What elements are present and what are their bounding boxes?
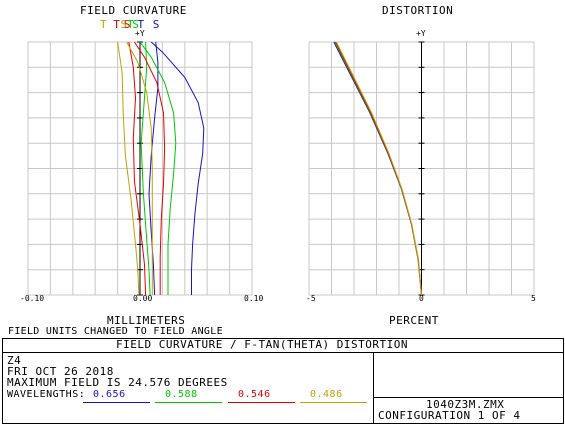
- wavelength-value-2: 0.588: [165, 389, 198, 400]
- series-line: [117, 41, 140, 296]
- filename-text: 1040Z3M.ZMX: [426, 398, 505, 411]
- fc-legend-s4: S: [152, 18, 160, 31]
- fc-xtick-left: -0.10: [20, 294, 45, 303]
- banner-title: FIELD CURVATURE / F-TAN(THETA) DISTORTIO…: [116, 338, 409, 351]
- fc-legend-s1: S: [120, 18, 128, 31]
- wavelength-value-3: 0.546: [238, 389, 271, 400]
- date-text: FRI OCT 26 2018: [7, 365, 114, 378]
- wavelength-swatch-3: [228, 402, 295, 403]
- fc-xtick-right: 0.10: [244, 294, 264, 303]
- dist-y-axis-label: +Y: [416, 29, 426, 38]
- series-line: [150, 41, 205, 295]
- fc-xtick-mid: 0.00: [133, 294, 153, 303]
- info-frame: [2, 338, 564, 424]
- series-line: [139, 41, 177, 295]
- fc-legend-s3: S: [132, 18, 139, 31]
- distortion-plot: [308, 41, 535, 296]
- dist-x-axis-title: PERCENT: [389, 314, 439, 327]
- series-line: [128, 41, 147, 296]
- fc-legend-t2: T: [113, 18, 120, 31]
- fc-legend: T T S S T S T S: [100, 19, 159, 31]
- fc-legend-t3: T: [127, 18, 134, 31]
- dist-xtick-right: 5: [531, 294, 536, 303]
- plot-area: [27, 41, 535, 296]
- configuration-text: CONFIGURATION 1 OF 4: [378, 409, 521, 422]
- fc-x-axis-title: MILLIMETERS: [107, 314, 186, 327]
- series-line: [335, 41, 422, 296]
- dist-xtick-mid: 0: [419, 294, 424, 303]
- field-curvature-plot: [27, 41, 253, 296]
- max-field-text: MAXIMUM FIELD IS 24.576 DEGREES: [7, 376, 228, 389]
- series-line: [133, 41, 166, 295]
- fc-legend-t1: T: [100, 18, 107, 31]
- fc-legend-t4: T: [137, 18, 145, 31]
- banner-divider: [2, 352, 564, 353]
- distortion-title: DISTORTION: [382, 4, 454, 17]
- wavelength-value-4: 0.486: [310, 389, 343, 400]
- series-line: [140, 41, 151, 296]
- wavelength-swatch-4: [300, 402, 367, 403]
- lens-name: Z4: [7, 354, 22, 367]
- info-vertical-divider: [373, 352, 374, 424]
- wavelength-value-1: 0.656: [93, 389, 126, 400]
- wavelength-swatch-1: [83, 402, 150, 403]
- fc-y-axis-label: +Y: [135, 29, 145, 38]
- wavelengths-label: WAVELENGTHS:: [7, 389, 86, 400]
- info-right-divider: [373, 397, 564, 398]
- fc-legend-s2: S: [123, 18, 131, 31]
- dist-xtick-left: -5: [306, 294, 316, 303]
- field-curvature-title: FIELD CURVATURE: [80, 4, 187, 17]
- series-line: [126, 41, 153, 295]
- field-units-note: FIELD UNITS CHANGED TO FIELD ANGLE: [8, 326, 223, 337]
- wavelength-swatch-2: [155, 402, 222, 403]
